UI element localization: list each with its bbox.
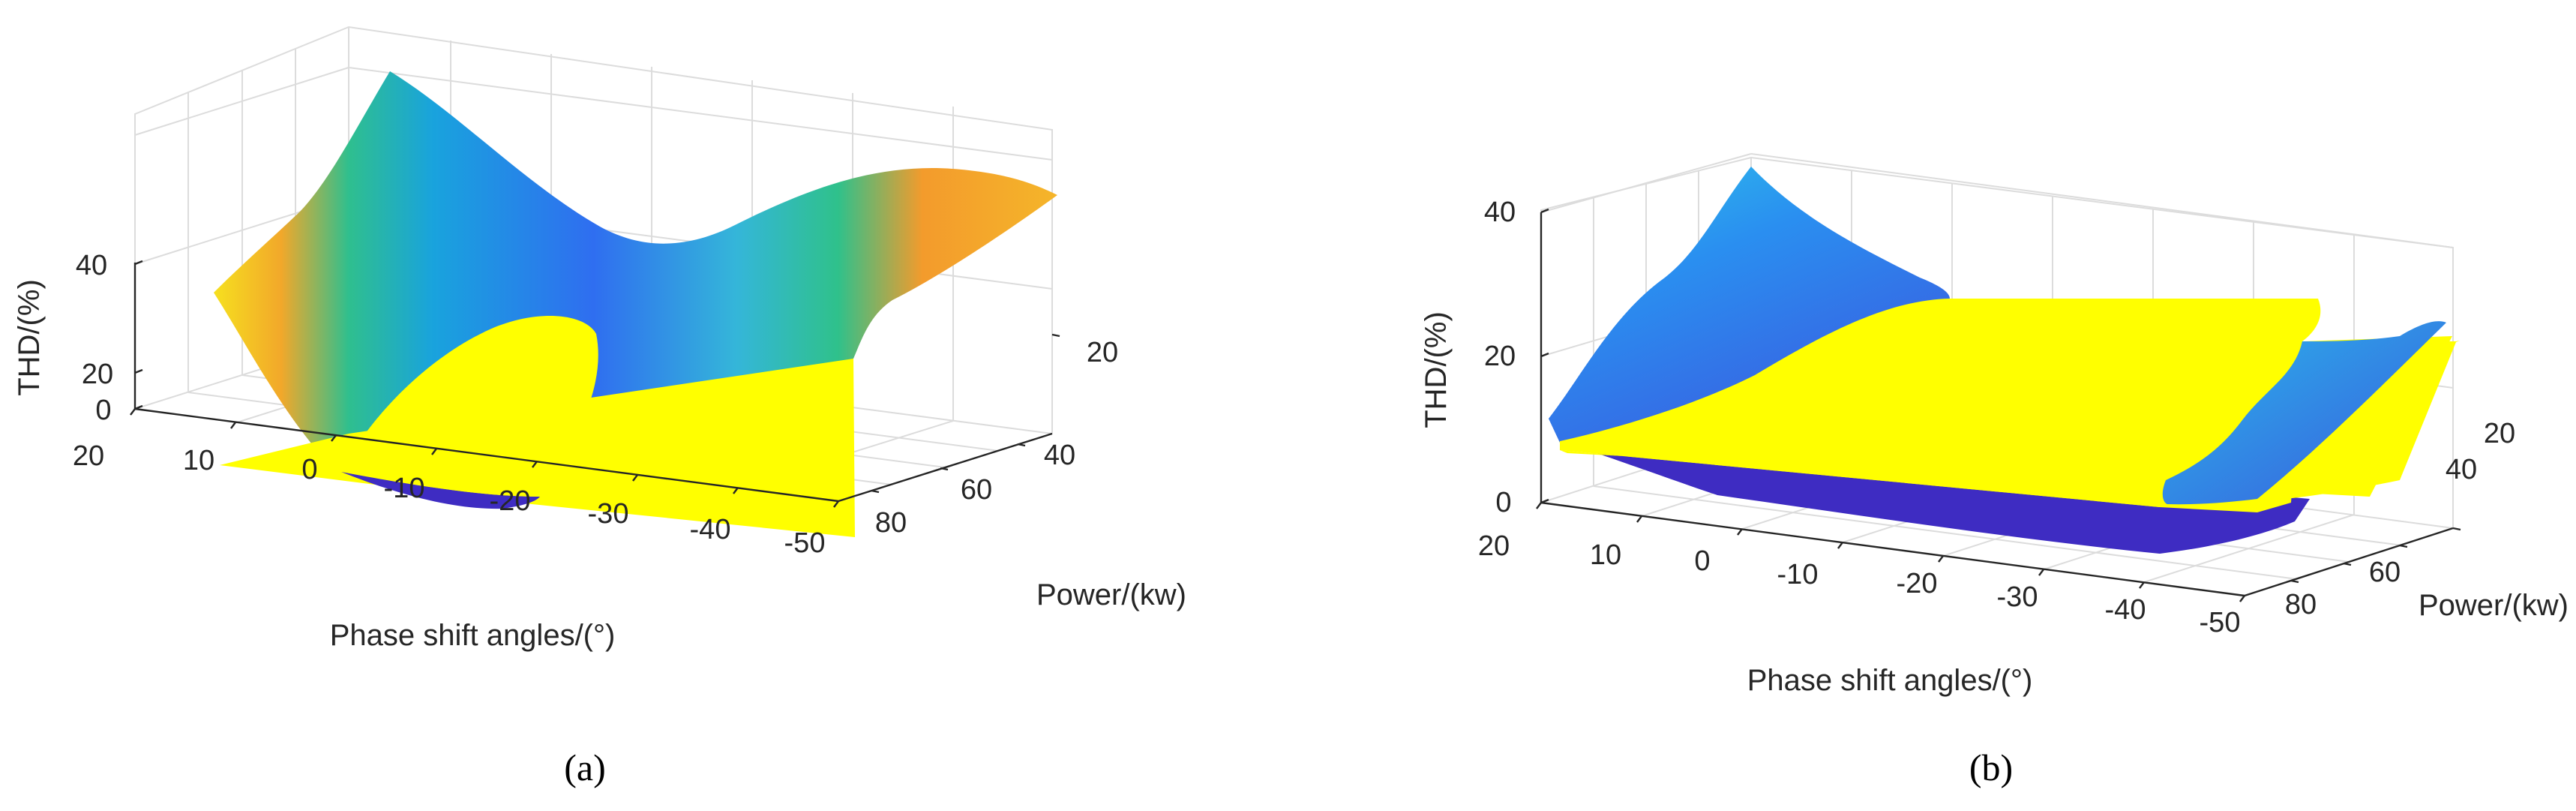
panel-b-caption: (b) [1969,746,2013,788]
panel-a-surface [214,71,1057,537]
panel-a-caption: (a) [564,746,606,788]
panel-b-y-tick-labels: 20 40 60 80 [2285,418,2515,620]
panel-b-thd-surface-right [2162,321,2446,505]
panel-a-x-tick: 0 [301,454,317,485]
panel-a-x-tick: -10 [384,473,425,504]
panel-b-x-tick: 0 [1694,545,1710,577]
panel-a-plane-window [341,315,598,497]
panel-a-y-tick: 40 [1044,440,1075,471]
panel-a-axes [130,260,1060,508]
panel-a-x-tick-labels: 20 10 0 -10 -20 -30 -40 -50 [73,440,826,559]
panel-b-x-tick: -50 [2200,607,2241,638]
panel-b-x-tick: 20 [1478,530,1510,562]
panel-b-z-tick: 20 [1484,341,1516,372]
panel-a-z-axis-label: THD/(%) [13,279,46,396]
panel-b-y-tick: 80 [2285,589,2317,620]
panel-a-y-tick-labels: 20 40 60 80 [875,337,1118,539]
panel-a-x-axis-label: Phase shift angles/(°) [330,619,616,652]
panel-b-x-tick: -40 [2105,594,2146,626]
panel-a-z-tick: 40 [76,250,107,281]
panel-a-x-tick: -50 [784,527,826,559]
panel-b: 0 20 40 20 10 0 -10 -20 -30 -40 -50 20 4… [1420,153,2569,788]
panel-a-x-tick: -30 [588,498,629,530]
panel-b-y-axis-label: Power/(kw) [2419,589,2569,622]
panel-b-axes [1536,208,2461,602]
panel-a: 0 20 40 20 10 0 -10 -20 -30 -40 -50 20 4… [13,26,1186,788]
panel-b-x-tick: 10 [1590,539,1621,571]
panel-a-x-tick: -40 [690,514,731,545]
panel-b-x-tick: -20 [1897,568,1938,599]
panel-a-y-tick: 80 [875,507,907,539]
panel-a-y-tick: 60 [961,474,992,506]
panel-a-x-tick: 10 [183,445,214,476]
panel-b-surface [1549,167,2460,554]
panel-b-x-tick: -30 [1997,581,2038,613]
panel-b-z-tick: 0 [1495,487,1511,518]
panel-a-x-tick: 20 [73,440,104,472]
panel-b-x-tick-labels: 20 10 0 -10 -20 -30 -40 -50 [1478,530,2241,638]
panel-a-y-axis-label: Power/(kw) [1036,578,1186,611]
panel-b-x-axis-label: Phase shift angles/(°) [1747,664,2033,697]
panel-b-limit-plane-base [1560,336,2452,512]
panel-b-z-tick: 40 [1484,197,1516,228]
panel-b-x-tick: -10 [1777,559,1819,590]
panel-b-y-tick: 60 [2369,557,2401,588]
panel-b-y-tick: 20 [2484,418,2515,449]
panel-b-y-tick: 40 [2446,454,2477,485]
panel-a-z-tick: 20 [82,359,113,390]
panel-a-z-tick: 0 [95,395,111,426]
panel-a-x-tick: -20 [490,485,531,517]
panel-b-z-axis-label: THD/(%) [1420,311,1453,428]
panel-b-z-tick-labels: 0 20 40 [1484,197,1516,518]
panel-b-thd-surface-left [1549,167,1950,449]
panel-a-z-tick-labels: 0 20 40 [76,250,113,426]
panel-a-dip-region [341,472,540,509]
panel-a-y-tick: 20 [1087,337,1118,368]
